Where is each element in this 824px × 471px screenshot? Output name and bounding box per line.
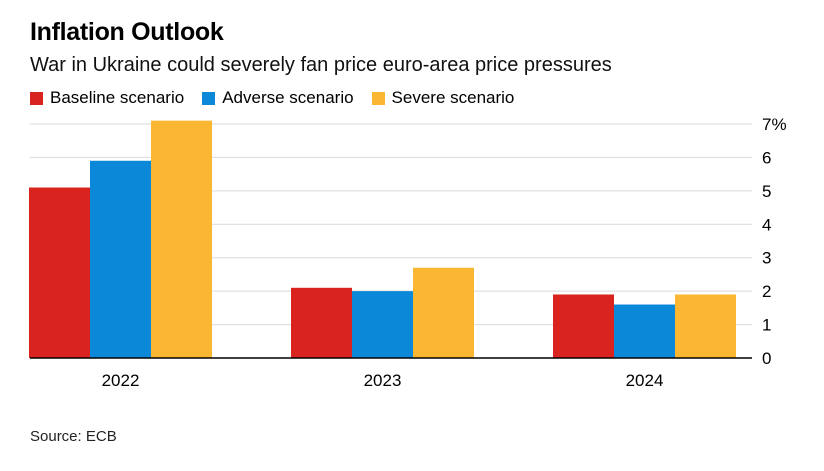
y-tick-label: 0 <box>762 349 771 368</box>
y-tick-label: 5 <box>762 182 771 201</box>
bar-severe-2024 <box>675 294 736 358</box>
legend: Baseline scenario Adverse scenario Sever… <box>30 88 514 108</box>
x-tick-label: 2023 <box>364 371 402 390</box>
legend-item-baseline: Baseline scenario <box>30 88 184 108</box>
legend-label-severe: Severe scenario <box>391 88 515 107</box>
bar-adverse-2024 <box>614 304 675 358</box>
legend-label-adverse: Adverse scenario <box>222 88 354 107</box>
y-tick-label: 3 <box>762 249 771 268</box>
bar-severe-2023 <box>413 267 474 358</box>
bar-adverse-2023 <box>352 291 413 358</box>
legend-swatch-severe <box>371 91 385 105</box>
bar-severe-2022 <box>151 120 212 359</box>
legend-label-baseline: Baseline scenario <box>50 88 185 107</box>
x-tick-label: 2022 <box>102 371 140 390</box>
y-tick-label: 7% <box>762 115 787 134</box>
legend-item-severe: Severe scenario <box>371 88 515 108</box>
y-tick-label: 1 <box>762 316 771 335</box>
y-tick-label: 6 <box>762 148 771 167</box>
x-tick-label: 2024 <box>626 371 664 390</box>
source-note: Source: ECB <box>30 428 117 445</box>
y-tick-label: 4 <box>762 215 771 234</box>
bar-adverse-2022 <box>90 160 151 358</box>
legend-swatch-adverse <box>202 91 216 105</box>
chart-title: Inflation Outlook <box>30 18 224 46</box>
bar-baseline-2024 <box>553 294 614 358</box>
y-tick-label: 2 <box>762 282 771 301</box>
bar-baseline-2023 <box>291 287 352 358</box>
legend-item-adverse: Adverse scenario <box>202 88 354 108</box>
bar-baseline-2022 <box>29 187 90 358</box>
legend-swatch-baseline <box>30 91 43 105</box>
chart-subtitle: War in Ukraine could severely fan price … <box>30 54 612 76</box>
